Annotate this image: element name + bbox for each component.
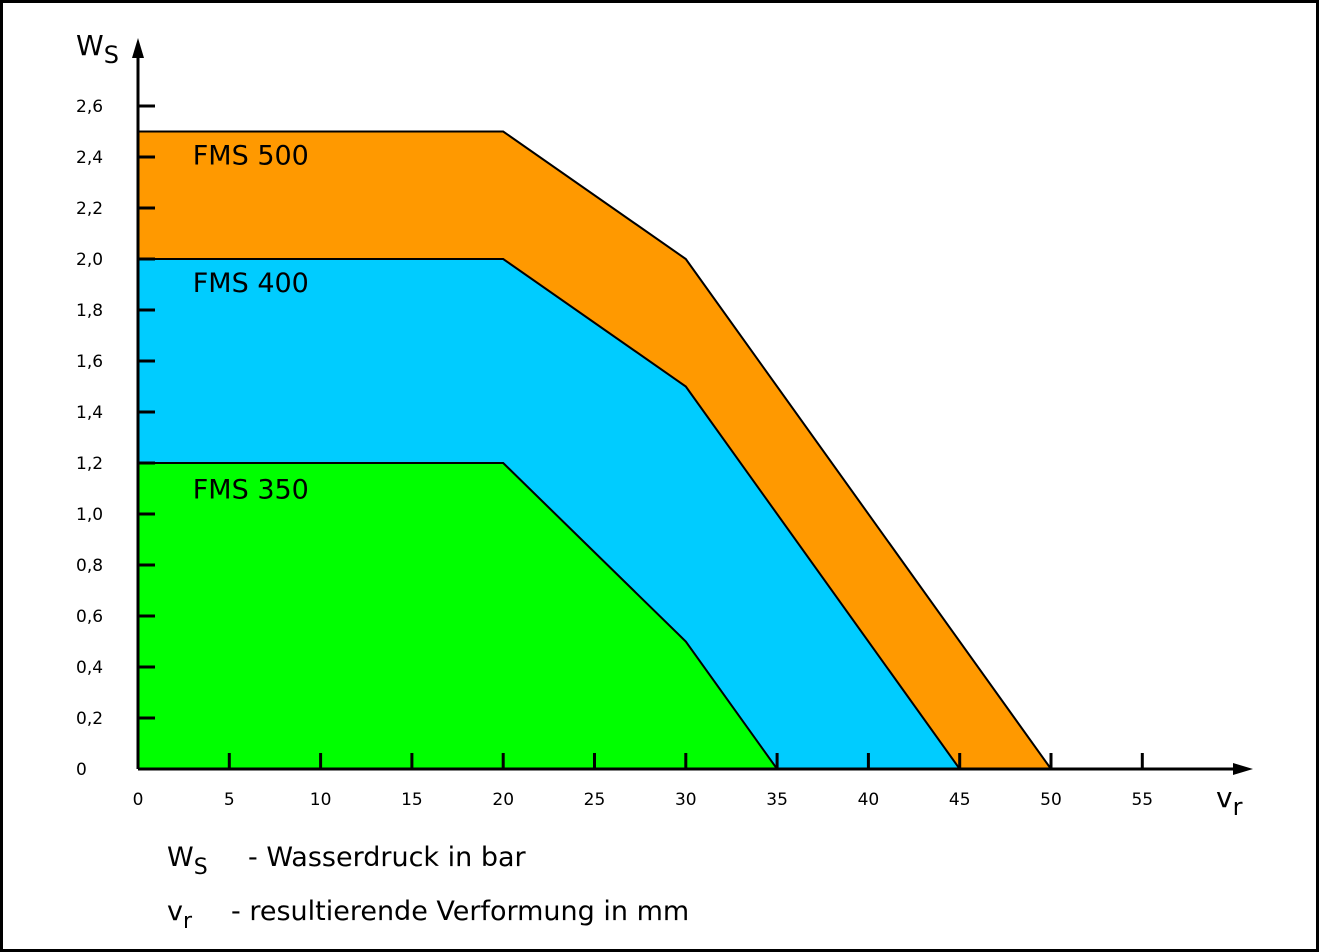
x-tick-label: 10 <box>310 790 332 810</box>
legend: WS - Wasserdruck in bar vr - resultierende… <box>167 842 689 934</box>
y-tick-label: 1,6 <box>76 352 103 372</box>
y-tick-label: 1,8 <box>76 301 103 321</box>
series-label-fms-350: FMS 350 <box>193 475 309 506</box>
x-tick-label: 40 <box>858 790 880 810</box>
x-tick-label: 30 <box>675 790 697 810</box>
series-area-fms-350 <box>138 463 778 769</box>
y-tick-label: 2,6 <box>76 97 103 117</box>
y-tick-label: 0,6 <box>76 607 103 627</box>
legend-item-vr: vr - resultierende Verformung in mm <box>167 896 689 934</box>
y-axis-title: WS <box>76 29 119 69</box>
series-labels: FMS 500 FMS 400 FMS 350 <box>193 141 309 506</box>
y-tick-label: 2,4 <box>76 148 103 168</box>
x-tick-label: 55 <box>1131 790 1153 810</box>
y-axis-arrow <box>132 38 144 58</box>
x-axis-arrow <box>1233 763 1253 775</box>
y-tick-label: 1,2 <box>76 454 103 474</box>
x-axis-title: vr <box>1216 781 1243 821</box>
y-tick-label: 1,0 <box>76 505 103 525</box>
x-tick-label: 50 <box>1040 790 1062 810</box>
x-tick-label: 5 <box>224 790 235 810</box>
y-tick-label: 1,4 <box>76 403 103 423</box>
x-tick-label: 25 <box>584 790 606 810</box>
series-line-fms-400 <box>138 258 961 770</box>
y-ticks: 0 0,2 0,4 0,6 0,8 1,0 1,2 1,4 1,6 1,8 2,0 2,2 2,4 2,6 <box>76 97 155 780</box>
y-tick-label: 0,2 <box>76 709 103 729</box>
x-ticks: 0 5 10 15 20 25 30 35 40 45 50 55 <box>133 753 1153 810</box>
x-tick-label: 35 <box>766 790 788 810</box>
series-line-fms-500 <box>138 130 1052 770</box>
y-tick-label: 2,0 <box>76 250 103 270</box>
x-tick-label: 45 <box>949 790 971 810</box>
series-areas <box>138 130 1052 770</box>
series-line-fms-350 <box>138 462 778 770</box>
series-label-fms-500: FMS 500 <box>193 141 309 172</box>
legend-item-ws: WS - Wasserdruck in bar <box>167 842 527 880</box>
x-tick-label: 20 <box>492 790 514 810</box>
y-tick-label: 2,2 <box>76 199 103 219</box>
y-tick-label: 0,8 <box>76 556 103 576</box>
y-tick-label: 0,4 <box>76 658 103 678</box>
x-tick-label: 15 <box>401 790 423 810</box>
y-tick-label: 0 <box>76 760 87 780</box>
x-tick-label: 0 <box>133 790 144 810</box>
series-label-fms-400: FMS 400 <box>193 268 309 299</box>
